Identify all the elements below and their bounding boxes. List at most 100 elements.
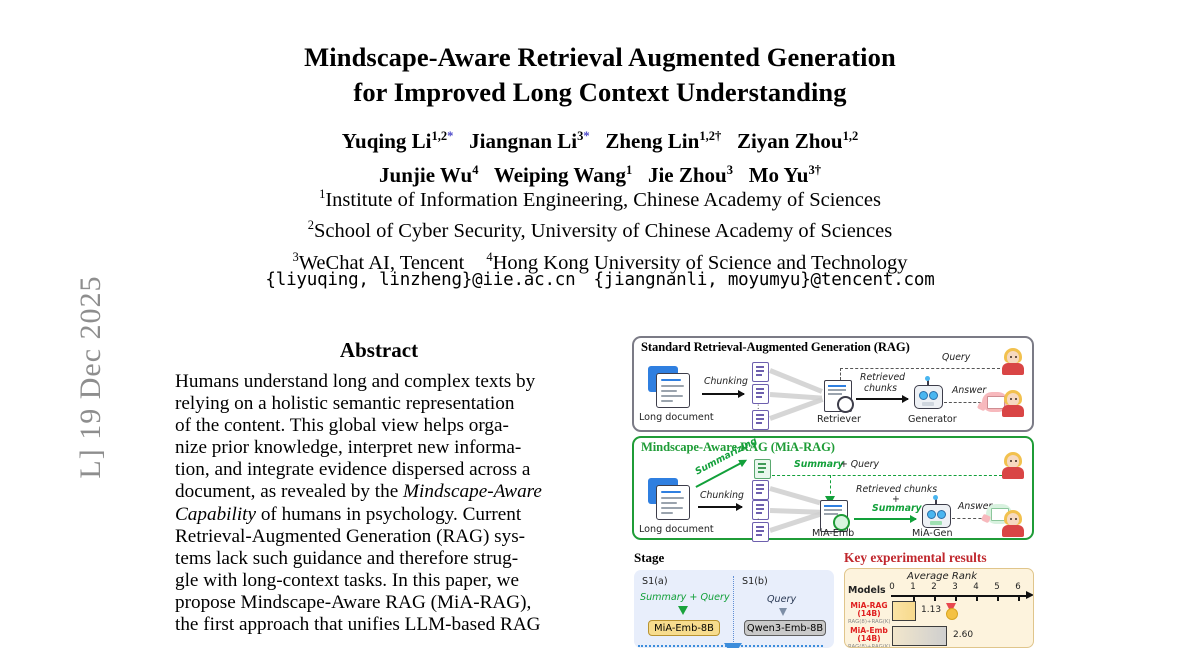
query-dashed-line xyxy=(840,368,1000,369)
teaser-figure: Standard Retrieval-Augmented Generation … xyxy=(632,336,1034,648)
abstract-line-clipped: the first approach that unifies LLM-base… xyxy=(175,614,541,636)
answer-label: Answer xyxy=(952,385,987,396)
email-left[interactable]: {liyuqing, linzheng}@iie.ac.cn xyxy=(265,270,576,290)
answer-dashed-line xyxy=(944,402,986,403)
stage-s1b-input: Query xyxy=(767,594,797,605)
retrieved-chunks-label-l1: Retrieved xyxy=(860,372,906,383)
user-avatar xyxy=(1002,510,1024,537)
abstract-line: Humans understand long and complex texts… xyxy=(175,371,536,392)
panel-mia-rag: Mindscape-Aware RAG (MiA-RAG) Long docum… xyxy=(632,435,1034,542)
retriever-label: Retriever xyxy=(817,414,861,425)
chart-tick xyxy=(934,595,936,601)
chart-tick-label: 0 xyxy=(889,582,895,592)
answer-bubble-icon xyxy=(982,392,1008,412)
plus-query-label: + Query xyxy=(840,459,879,470)
results-chart: Average Rank Models 0 1 2 3 4 5 6 1.13 2… xyxy=(844,568,1034,648)
email-right[interactable]: {jiangnanli, moyumyu}@tencent.com xyxy=(593,270,935,290)
author: Junjie Wu4 xyxy=(379,163,479,187)
chart-value-label: 2.60 xyxy=(953,630,974,640)
long-document-label: Long document xyxy=(639,524,714,535)
author: Jiangnan Li3* xyxy=(469,129,590,153)
generator-label: Generator xyxy=(908,414,957,425)
chunk-icon xyxy=(752,362,769,382)
chart-tick-label: 5 xyxy=(994,582,1000,592)
abstract-italic-term: Capability xyxy=(175,503,257,525)
chart-tick-label: 4 xyxy=(973,582,979,592)
chunk-icon xyxy=(752,480,769,500)
magnifier-icon xyxy=(837,396,854,413)
author: Yuqing Li1,2* xyxy=(341,129,454,153)
stage-s1a-label: S1(a) xyxy=(642,576,668,587)
abstract-italic-term: Mindscape-Aware xyxy=(403,481,542,503)
chart-tick-label: 6 xyxy=(1015,582,1021,592)
chart-category-label: MiA-RAG (14B) xyxy=(850,601,888,618)
answer-label: Answer xyxy=(958,501,993,512)
generator-icon xyxy=(914,376,943,409)
stage-s1b-model-pill[interactable]: Qwen3-Emb-8B xyxy=(744,620,826,636)
chart-category-sublabel: RAG(8)+RAG(K) xyxy=(848,644,891,648)
summary-query-dashed-line xyxy=(772,475,1002,476)
chunking-label: Chunking xyxy=(700,490,744,501)
user-avatar xyxy=(1002,348,1024,375)
stage-s1a-input: Summary + Query xyxy=(640,592,730,603)
abstract-line: propose Mindscape-Aware RAG (MiA-RAG), xyxy=(175,591,532,613)
stage-heading: Stage xyxy=(634,550,665,565)
author: Weiping Wang1 xyxy=(493,163,633,187)
results-heading: Key experimental results xyxy=(844,550,987,565)
author-list: Yuqing Li1,2* Jiangnan Li3* Zheng Lin1,2… xyxy=(0,122,1200,190)
chart-tick xyxy=(913,595,915,601)
author: Ziyan Zhou1,2 xyxy=(736,129,859,153)
chart-tick xyxy=(955,595,957,601)
stage-divider xyxy=(733,576,734,644)
summary-chunk-icon xyxy=(754,459,771,479)
user-avatar xyxy=(1002,452,1024,479)
abstract-line: document, as revealed by the Mindscape-A… xyxy=(175,481,542,503)
stage-next-arrow xyxy=(724,643,742,648)
chunk-icon xyxy=(752,522,769,542)
summary-inline-label: Summary xyxy=(872,503,922,514)
chart-tick-label: 2 xyxy=(931,582,937,592)
chart-tick xyxy=(1018,595,1020,601)
ellipsis-dots: : xyxy=(757,401,760,411)
abstract-line: Capability of humans in psychology. Curr… xyxy=(175,503,522,525)
author-line-2: Junjie Wu4 Weiping Wang1 Jie Zhou3 Mo Yu… xyxy=(0,156,1200,190)
abstract-line: gle with long-context tasks. In this pap… xyxy=(175,569,519,591)
affiliation-list: 1Institute of Information Engineering, C… xyxy=(0,182,1200,276)
retrieved-chunks-label-l2: chunks xyxy=(864,383,898,394)
panel-mia-rag-title: Mindscape-Aware RAG (MiA-RAG) xyxy=(641,440,835,454)
panel-standard-rag-title: Standard Retrieval-Augmented Generation … xyxy=(641,340,910,354)
stage-s1a-model-pill[interactable]: MiA-Emb-8B xyxy=(648,620,720,636)
chart-tick xyxy=(976,595,978,601)
chart-category-sublabel: RAG(8)+RAG(K) xyxy=(848,619,891,625)
chunking-arrow xyxy=(698,502,743,511)
chart-title: Average Rank xyxy=(907,571,978,582)
magnifier-icon xyxy=(833,514,850,531)
page-title: Mindscape-Aware Retrieval Augmented Gene… xyxy=(0,40,1200,110)
summary-label: Summary xyxy=(794,459,844,470)
mia-gen-label: MiA-Gen xyxy=(912,528,953,539)
title-line-1: Mindscape-Aware Retrieval Augmented Gene… xyxy=(304,42,896,72)
stage-panel: S1(a) Summary + Query MiA-Emb-8B S1(b) Q… xyxy=(634,570,834,648)
chart-tick-label: 1 xyxy=(910,582,916,592)
query-label: Query xyxy=(942,352,971,363)
affiliation: 2School of Cyber Security, University of… xyxy=(307,218,893,243)
user-avatar xyxy=(1002,390,1024,417)
chunk-icon xyxy=(752,410,769,430)
abstract-line: of the content. This global view helps o… xyxy=(175,415,509,437)
chart-bar xyxy=(892,626,947,646)
chunking-label: Chunking xyxy=(704,376,748,387)
abstract-line: nize prior knowledge, interpret new info… xyxy=(175,437,522,459)
abstract-line: relying on a holistic semantic represent… xyxy=(175,393,515,415)
chart-tick xyxy=(997,595,999,601)
chart-x-axis xyxy=(891,591,1033,599)
abstract-heading: Abstract xyxy=(339,338,419,362)
long-document-icon xyxy=(646,364,694,408)
author-line-1: Yuqing Li1,2* Jiangnan Li3* Zheng Lin1,2… xyxy=(0,122,1200,156)
gold-medal-icon xyxy=(945,603,958,620)
chart-tick-label: 3 xyxy=(952,582,958,592)
section-headings: Stage Key experimental results xyxy=(632,550,1034,568)
summary-query-down-line xyxy=(830,475,831,499)
abstract-line: tion, and integrate evidence dispersed a… xyxy=(175,459,531,481)
mia-emb-label: MiA-Emb xyxy=(812,528,855,539)
